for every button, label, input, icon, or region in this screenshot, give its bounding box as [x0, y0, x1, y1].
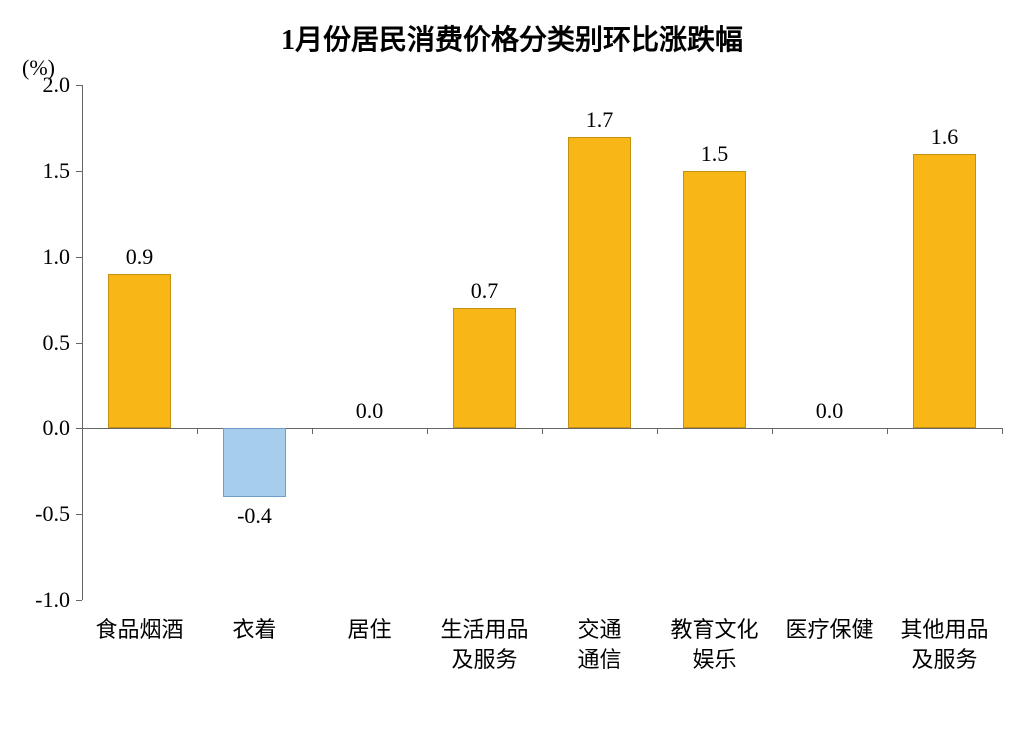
y-tick-mark	[76, 85, 82, 86]
bar	[223, 428, 286, 497]
x-category-label: 生活用品	[440, 616, 528, 645]
chart-container: 1月份居民消费价格分类别环比涨跌幅 (%) -1.0-0.50.00.51.01…	[0, 0, 1024, 730]
x-tick-mark	[657, 428, 658, 434]
bar-value-label: 0.0	[356, 398, 384, 424]
x-tick-mark	[887, 428, 888, 434]
x-category-label: 教育文化	[670, 616, 758, 645]
y-tick-label: 1.0	[0, 244, 70, 270]
y-tick-mark	[76, 257, 82, 258]
bar-value-label: 0.9	[126, 244, 154, 270]
y-tick-mark	[76, 600, 82, 601]
y-tick-mark	[76, 171, 82, 172]
y-tick-label: 0.5	[0, 330, 70, 356]
y-tick-label: 1.5	[0, 158, 70, 184]
bar-value-label: 1.6	[931, 124, 959, 150]
y-axis-line	[82, 85, 83, 600]
x-category-label: 及服务	[911, 646, 977, 675]
x-tick-mark	[772, 428, 773, 434]
y-tick-label: -1.0	[0, 587, 70, 613]
bar-value-label: 1.7	[586, 107, 614, 133]
bar	[568, 137, 631, 429]
x-category-label: 娱乐	[692, 646, 736, 675]
bar	[108, 274, 171, 429]
bar-value-label: -0.4	[237, 503, 272, 529]
bar-value-label: 0.0	[816, 398, 844, 424]
x-category-label: 食品烟酒	[95, 616, 183, 645]
x-tick-mark	[542, 428, 543, 434]
x-tick-mark	[1002, 428, 1003, 434]
x-tick-mark	[197, 428, 198, 434]
y-tick-label: -0.5	[0, 501, 70, 527]
bar	[913, 154, 976, 429]
plot-area	[82, 85, 1002, 600]
bar-value-label: 0.7	[471, 278, 499, 304]
y-tick-label: 2.0	[0, 72, 70, 98]
y-tick-mark	[76, 514, 82, 515]
bar	[453, 308, 516, 428]
x-category-label: 其他用品	[900, 616, 988, 645]
x-category-label: 居住	[347, 616, 391, 645]
x-tick-mark	[312, 428, 313, 434]
bar-value-label: 1.5	[701, 141, 729, 167]
x-tick-mark	[427, 428, 428, 434]
bar	[683, 171, 746, 429]
y-tick-label: 0.0	[0, 415, 70, 441]
x-category-label: 医疗保健	[785, 616, 873, 645]
chart-title: 1月份居民消费价格分类别环比涨跌幅	[0, 18, 1024, 58]
x-category-label: 通信	[577, 646, 621, 675]
x-category-label: 及服务	[451, 646, 517, 675]
x-tick-mark	[82, 428, 83, 434]
y-tick-mark	[76, 343, 82, 344]
x-category-label: 交通	[577, 616, 621, 645]
x-category-label: 衣着	[232, 616, 276, 645]
